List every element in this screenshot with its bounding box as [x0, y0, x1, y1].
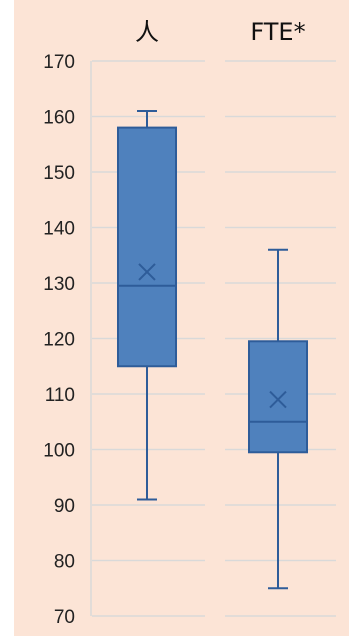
y-tick-label: 140	[43, 219, 75, 240]
y-tick-label: 90	[54, 496, 75, 517]
y-tick-label: 110	[45, 385, 75, 406]
box	[117, 126, 177, 368]
mean-marker	[269, 390, 287, 409]
y-tick-label: 150	[43, 163, 75, 184]
box	[248, 340, 308, 454]
y-tick-label: 130	[43, 274, 75, 295]
category-label: FTE*	[250, 18, 305, 46]
y-tick-label: 160	[43, 108, 75, 129]
y-tick-label: 80	[54, 552, 75, 573]
category-label: 人	[135, 18, 159, 46]
y-tick-label: 170	[43, 52, 75, 73]
y-tick-label: 120	[43, 330, 75, 351]
y-tick-label: 70	[54, 607, 75, 628]
mean-marker	[138, 263, 156, 281]
chart-background	[14, 0, 349, 636]
y-tick-label: 100	[43, 441, 75, 462]
